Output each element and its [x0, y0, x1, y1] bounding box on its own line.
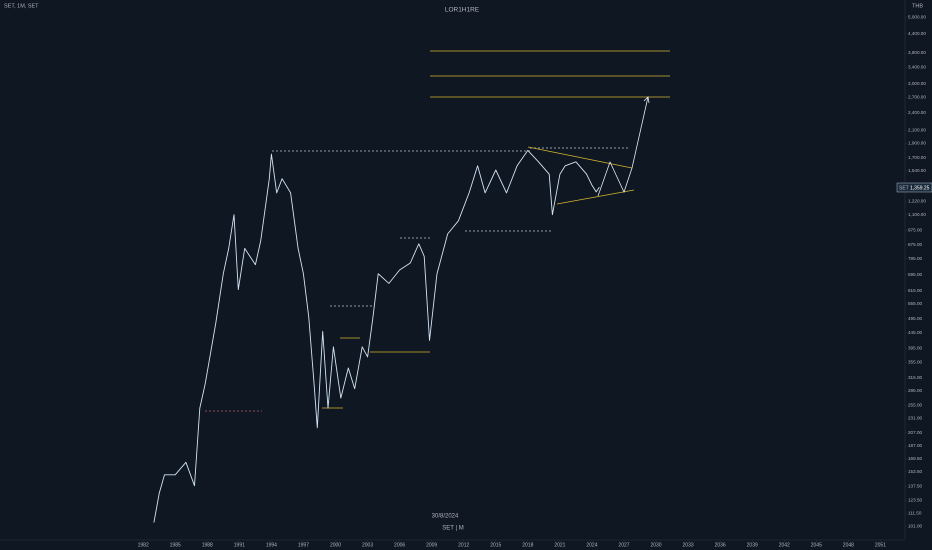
- y-tick-label: 2,400.00: [908, 110, 926, 115]
- x-tick-label: 2048: [843, 542, 854, 548]
- x-tick-label: 2024: [586, 542, 597, 548]
- y-tick-label: 207.00: [908, 430, 922, 435]
- x-tick-label: 1988: [202, 542, 213, 548]
- price-tag-symbol: SET: [899, 185, 909, 191]
- x-tick-label: 2006: [394, 542, 405, 548]
- y-tick-label: 1,220.00: [908, 198, 926, 203]
- x-tick-label: 2021: [554, 542, 565, 548]
- x-tick-label: 2015: [490, 542, 501, 548]
- y-tick-label: 1,540.00: [908, 168, 926, 173]
- y-tick-label: 615.00: [908, 288, 922, 293]
- y-tick-label: 111.50: [908, 511, 922, 516]
- x-tick-label: 2000: [330, 542, 341, 548]
- arrow-head: [643, 96, 650, 104]
- y-tick-label: 445.00: [908, 330, 922, 335]
- price-tag-box: [896, 182, 932, 193]
- x-tick-label: 2033: [683, 542, 694, 548]
- trend-line: [527, 146, 633, 169]
- footer: SET | M: [442, 526, 463, 532]
- x-tick-label: 2039: [747, 542, 758, 548]
- price-tag-label: 1,359.25: [910, 185, 930, 191]
- x-tick-label: 2045: [811, 542, 822, 548]
- x-tick-label: 1985: [170, 542, 181, 548]
- y-tick-label: 555.00: [908, 301, 922, 306]
- y-tick-label: 4,400.00: [908, 31, 926, 36]
- drawings: [205, 50, 670, 412]
- x-tick-label: 2030: [650, 542, 661, 548]
- y-tick-label: 153.50: [908, 469, 922, 474]
- x-tick-label: 1982: [138, 542, 149, 548]
- y-tick-label: 975.00: [908, 228, 922, 233]
- y-tick-label: 355.00: [908, 360, 922, 365]
- x-tick-label: 2018: [522, 542, 533, 548]
- currency: THB: [912, 3, 923, 9]
- x-tick-label: 2036: [715, 542, 726, 548]
- x-tick-label: 2027: [618, 542, 629, 548]
- projection-path: [597, 96, 649, 197]
- y-tick-label: 695.00: [908, 272, 922, 277]
- y-tick-label: 1,900.00: [908, 141, 926, 146]
- chart-title: LOR1H1RE: [445, 7, 480, 14]
- y-tick-label: 2,700.00: [908, 95, 926, 100]
- y-tick-label: 137.50: [908, 483, 922, 488]
- y-tick-label: 169.50: [908, 456, 922, 461]
- x-tick-label: 1991: [234, 542, 245, 548]
- y-tick-label: 315.00: [908, 375, 922, 380]
- x-tick-label: 2012: [458, 542, 469, 548]
- y-tick-label: 3,800.00: [908, 50, 926, 55]
- y-tick-label: 1,100.00: [908, 212, 926, 217]
- x-tick-label: 2009: [426, 542, 437, 548]
- y-tick-label: 3,400.00: [908, 65, 926, 70]
- y-tick-label: 231.00: [908, 416, 922, 421]
- y-tick-label: 875.00: [908, 242, 922, 247]
- y-tick-label: 5,000.00: [908, 14, 926, 19]
- y-tick-label: 101.00: [908, 524, 922, 529]
- y-tick-label: 285.00: [908, 388, 922, 393]
- date-label: 30/8/2024: [432, 514, 459, 520]
- trend-line: [556, 189, 635, 205]
- y-tick-label: 255.00: [908, 403, 922, 408]
- y-tick-label: 395.00: [908, 346, 922, 351]
- symbol-info: SET, 1M, SET: [4, 3, 39, 9]
- price-line: [153, 149, 600, 523]
- y-tick-label: 495.00: [908, 316, 922, 321]
- x-tick-label: 1994: [266, 542, 277, 548]
- y-tick-label: 2,100.00: [908, 128, 926, 133]
- y-tick-label: 1,700.00: [908, 155, 926, 160]
- y-tick-label: 187.00: [908, 443, 922, 448]
- x-tick-label: 1997: [298, 542, 309, 548]
- y-tick-label: 3,000.00: [908, 81, 926, 86]
- x-tick-label: 2051: [875, 542, 886, 548]
- x-tick-label: 2003: [362, 542, 373, 548]
- x-tick-label: 2042: [779, 542, 790, 548]
- y-tick-label: 123.50: [908, 497, 922, 502]
- y-tick-label: 785.00: [908, 256, 922, 261]
